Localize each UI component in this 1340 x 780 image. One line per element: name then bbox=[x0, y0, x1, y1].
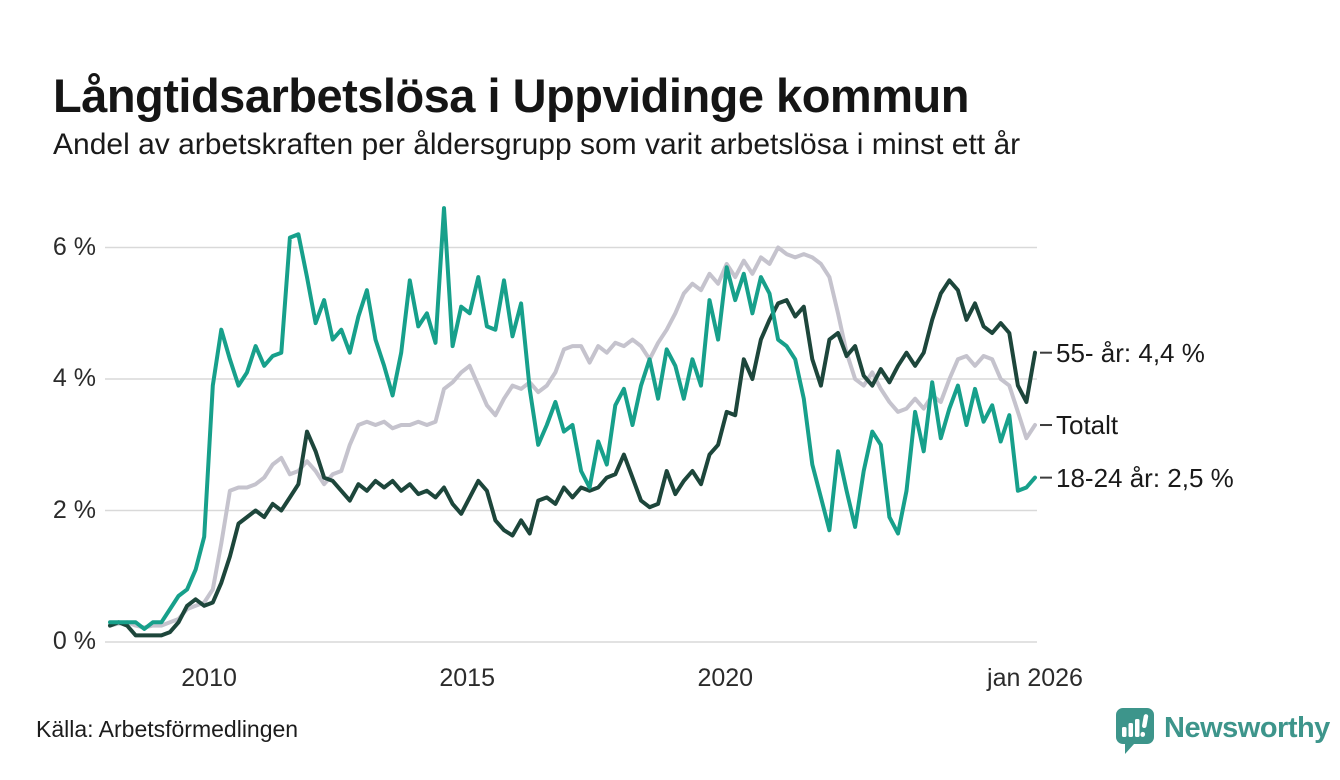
newsworthy-wordmark: Newsworthy bbox=[1164, 712, 1330, 744]
newsworthy-logo: Newsworthy bbox=[1114, 706, 1330, 756]
series-line-55- år bbox=[108, 278, 1037, 638]
x-axis-tick-label: 2020 bbox=[697, 664, 754, 692]
series-annotation-55- år: 55- år: 4,4 % bbox=[1056, 337, 1205, 368]
x-axis-tick-label: jan 2026 bbox=[987, 664, 1083, 692]
y-axis-tick-label: 6 % bbox=[52, 232, 96, 261]
y-axis-tick-label: 0 % bbox=[52, 627, 96, 655]
series-annotation-Totalt: Totalt bbox=[1056, 410, 1119, 441]
series-line-18-24 år bbox=[108, 206, 1037, 631]
page-title: Långtidsarbetslösa i Uppvidinge kommun bbox=[53, 69, 969, 123]
series-line-Totalt bbox=[108, 245, 1037, 630]
page-subtitle: Andel av arbetskraften per åldersgrupp s… bbox=[53, 128, 1021, 161]
newsworthy-bubble-icon bbox=[1116, 708, 1154, 754]
source-note: Källa: Arbetsförmedlingen bbox=[36, 716, 299, 742]
y-axis-tick-label: 4 % bbox=[52, 364, 96, 392]
y-axis-tick-label: 2 % bbox=[52, 495, 96, 524]
x-axis-tick-label: 2010 bbox=[181, 664, 237, 692]
x-axis-tick-label: 2015 bbox=[439, 664, 495, 692]
series-annotation-18-24 år: 18-24 år: 2,5 % bbox=[1056, 462, 1234, 493]
